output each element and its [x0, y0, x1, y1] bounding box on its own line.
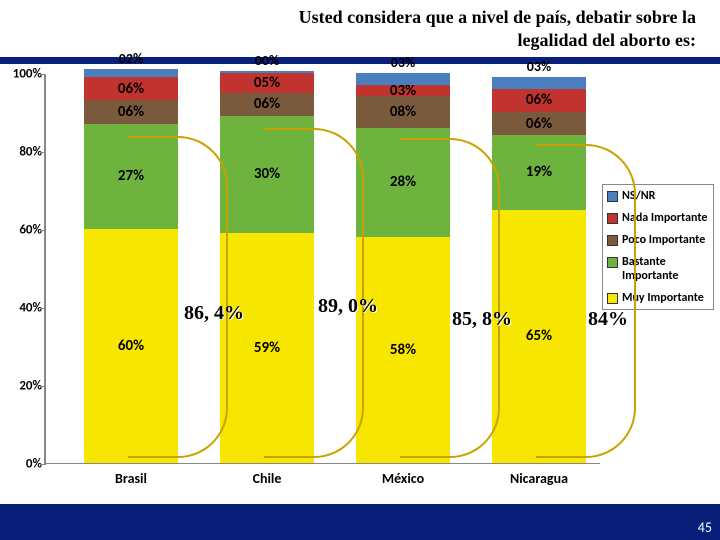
legend-swatch — [607, 235, 618, 246]
legend-label: Bastante Importante — [622, 255, 709, 283]
title-line-1: Usted considera que a nivel de país, deb… — [299, 7, 696, 27]
y-axis-tick: 100% — [6, 67, 42, 82]
y-axis-tick: 40% — [6, 301, 42, 316]
legend-swatch — [607, 293, 618, 304]
y-axis-tick: 60% — [6, 223, 42, 238]
bar-top-label: 02% — [84, 50, 178, 67]
legend: NS/NR Nada Importante Poco Importante Basta… — [602, 184, 714, 310]
plot-area: 0%20%40%60%80%100%60%27%06%06%02%Brasil5… — [44, 74, 600, 464]
legend-item: Bastante Importante — [603, 251, 713, 287]
bar-segment — [84, 69, 178, 77]
overlay-percentage: 84% — [588, 308, 628, 331]
y-axis-tick: 80% — [6, 145, 42, 160]
bar-top-label: 03% — [356, 54, 450, 71]
legend-label: Nada Importante — [622, 211, 707, 225]
legend-swatch — [607, 213, 618, 224]
bar-segment: 06% — [84, 77, 178, 100]
category-label: Chile — [220, 470, 314, 487]
slide-title: Usted considera que a nivel de país, deb… — [0, 0, 720, 57]
y-axis-tick: 0% — [6, 457, 42, 472]
bar-segment: 06% — [492, 89, 586, 112]
bar-column: 60%27%06%06%02% — [84, 74, 178, 463]
bar-top-label: 03% — [492, 58, 586, 75]
bar-segment: 03% — [356, 85, 450, 97]
title-line-2: legalidad del aborto es: — [518, 30, 697, 50]
bar-segment: 60% — [84, 229, 178, 463]
overlay-percentage: 85, 8% — [452, 308, 512, 331]
legend-label: Muy Importante — [622, 291, 704, 305]
bar-segment: 05% — [220, 73, 314, 93]
category-label: Nicaragua — [492, 470, 586, 487]
legend-item: Muy Importante — [603, 287, 713, 309]
bar-segment: 06% — [492, 112, 586, 135]
legend-swatch — [607, 257, 618, 268]
legend-item: Poco Importante — [603, 229, 713, 251]
overlay-percentage: 86, 4% — [184, 302, 244, 325]
chart-container: 0% 20% 40% 60% 80% 100% 60%27%06%06%02% Brasil 5… — [0, 64, 720, 504]
bar-segment — [492, 77, 586, 89]
legend-label: NS/NR — [622, 189, 655, 203]
category-label: México — [356, 470, 450, 487]
category-label: Brasil — [84, 470, 178, 487]
bar-top-label: 00% — [220, 52, 314, 69]
bar-segment: 19% — [492, 135, 586, 209]
bar-column: 65%19%06%06%03% — [492, 74, 586, 463]
bar-segment: 58% — [356, 237, 450, 463]
bar-segment: 06% — [220, 93, 314, 116]
bar-segment: 27% — [84, 124, 178, 229]
bar-segment — [220, 71, 314, 73]
legend-item: Nada Importante — [603, 207, 713, 229]
overlay-percentage: 89, 0% — [318, 295, 378, 318]
bar-segment: 28% — [356, 128, 450, 237]
bar-segment: 08% — [356, 96, 450, 127]
bar-segment — [356, 73, 450, 85]
legend-label: Poco Importante — [622, 233, 705, 247]
bar-column: 58%28%08%03%03% — [356, 74, 450, 463]
legend-swatch — [607, 191, 618, 202]
bar-segment: 30% — [220, 116, 314, 233]
bar-segment: 59% — [220, 233, 314, 463]
legend-item: NS/NR — [603, 185, 713, 207]
y-axis-tick: 20% — [6, 379, 42, 394]
bar-column: 59%30%06%05%00% — [220, 74, 314, 463]
slide-number: 45 — [698, 519, 712, 536]
bar-segment: 06% — [84, 100, 178, 123]
bar-segment: 65% — [492, 210, 586, 464]
